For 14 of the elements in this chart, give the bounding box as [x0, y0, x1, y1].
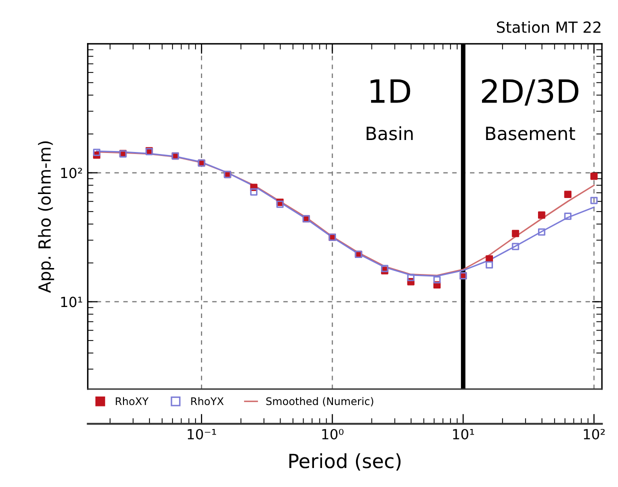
annotation: Basement [486, 126, 576, 140]
x-tick-label: 10⁻¹ [188, 428, 216, 440]
annotation: Basin [366, 126, 413, 140]
x-axis-title: Period (sec) [289, 453, 401, 471]
x-tick-label: 10¹ [453, 428, 474, 440]
legend-label: RhoYX [191, 397, 224, 406]
x-tick-label: 10² [584, 428, 605, 440]
legend-label: RhoXY [116, 397, 149, 406]
annotation: 1D [370, 79, 410, 103]
chart-title: Station MT 22 [496, 21, 600, 33]
annotation: 2D/3D [482, 79, 578, 106]
x-tick-label: 10⁰ [322, 428, 344, 440]
y-axis-title: App. Rho (ohm-m) [38, 141, 54, 293]
legend-label: Smoothed (Numeric) [266, 397, 374, 406]
